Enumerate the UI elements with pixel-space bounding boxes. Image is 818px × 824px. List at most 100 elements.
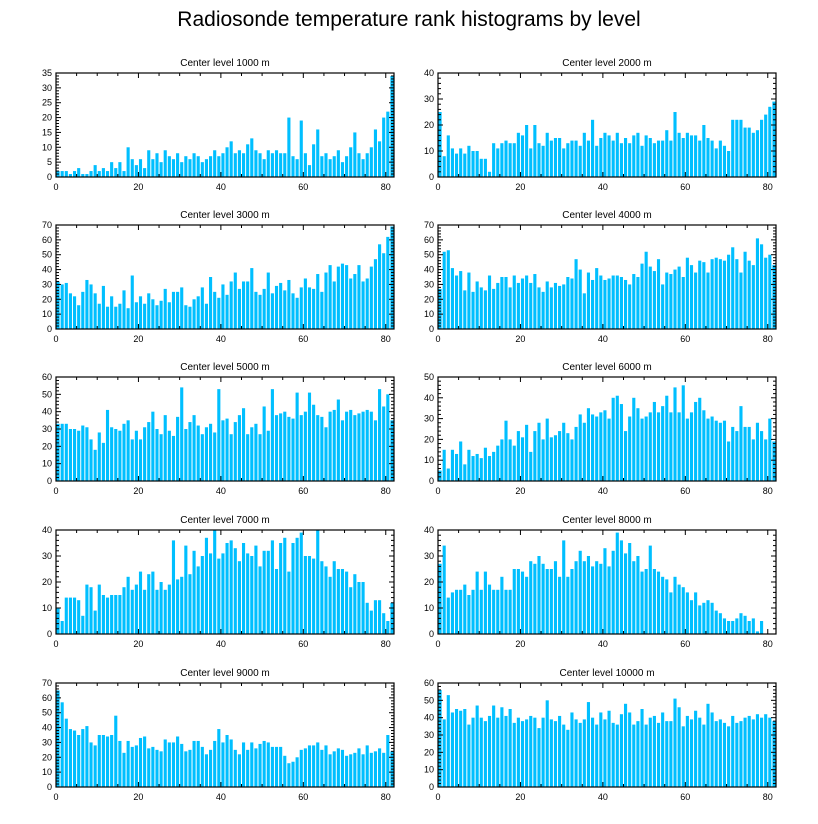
y-tick-label: 20 bbox=[424, 120, 434, 130]
bar bbox=[450, 592, 454, 634]
bar bbox=[303, 748, 307, 787]
x-tick-label: 80 bbox=[763, 639, 773, 649]
panel-title: Center level 10000 m bbox=[559, 668, 654, 679]
bar bbox=[200, 434, 204, 481]
bar bbox=[648, 266, 652, 329]
bar bbox=[516, 132, 520, 177]
bar bbox=[661, 576, 665, 634]
bar bbox=[274, 285, 279, 329]
bar bbox=[525, 424, 529, 481]
bar bbox=[636, 721, 640, 787]
bar bbox=[97, 735, 101, 787]
bar bbox=[369, 411, 373, 481]
bar bbox=[603, 279, 607, 329]
bar bbox=[176, 153, 180, 177]
bar bbox=[735, 259, 739, 329]
bar bbox=[591, 414, 595, 481]
bar bbox=[270, 293, 274, 329]
bar bbox=[512, 445, 516, 481]
bar bbox=[611, 275, 615, 329]
bar bbox=[611, 140, 615, 177]
plot-frame bbox=[55, 72, 395, 178]
bar bbox=[147, 293, 151, 329]
bar bbox=[386, 621, 390, 634]
bar bbox=[595, 561, 599, 634]
bar bbox=[508, 287, 512, 329]
x-tick-label: 0 bbox=[435, 792, 440, 802]
bar bbox=[283, 290, 287, 329]
bar bbox=[751, 439, 755, 481]
bar bbox=[454, 153, 459, 177]
bar bbox=[500, 143, 504, 177]
bar bbox=[126, 147, 130, 177]
bar bbox=[677, 132, 681, 177]
bar bbox=[558, 138, 562, 177]
bar bbox=[233, 749, 237, 787]
bar bbox=[163, 739, 167, 787]
bar bbox=[446, 695, 450, 787]
bar bbox=[155, 305, 159, 329]
x-tick-label: 80 bbox=[763, 486, 773, 496]
bar bbox=[549, 437, 553, 481]
bar bbox=[500, 277, 504, 329]
bar bbox=[72, 730, 77, 787]
bar bbox=[718, 613, 722, 634]
bar bbox=[283, 411, 287, 481]
bar bbox=[743, 127, 747, 177]
bar bbox=[56, 690, 60, 787]
bar bbox=[764, 257, 768, 329]
bar bbox=[262, 159, 266, 177]
bar bbox=[549, 140, 553, 177]
bar bbox=[636, 277, 640, 329]
bar bbox=[508, 589, 512, 634]
bar bbox=[155, 749, 159, 787]
bar bbox=[114, 429, 118, 481]
bar bbox=[196, 296, 200, 329]
bar bbox=[147, 748, 151, 787]
bar bbox=[68, 293, 72, 329]
bar bbox=[365, 278, 369, 329]
bar bbox=[114, 168, 118, 177]
x-tick-label: 80 bbox=[381, 792, 391, 802]
plot-frame bbox=[437, 376, 777, 482]
bar bbox=[718, 140, 722, 177]
bar bbox=[369, 266, 373, 329]
bar bbox=[204, 159, 209, 177]
bar bbox=[677, 412, 681, 481]
y-tick-label: 50 bbox=[42, 389, 52, 399]
bar bbox=[743, 717, 747, 787]
bar bbox=[266, 150, 270, 177]
bar bbox=[529, 282, 533, 329]
bar bbox=[151, 571, 155, 634]
bar bbox=[114, 306, 118, 329]
x-tick-label: 60 bbox=[680, 792, 690, 802]
bar bbox=[147, 574, 151, 634]
bar bbox=[159, 162, 163, 177]
bar bbox=[213, 291, 217, 329]
bar bbox=[266, 272, 270, 329]
bar bbox=[619, 404, 623, 481]
bar bbox=[739, 406, 743, 481]
bar bbox=[196, 425, 200, 481]
x-tick-label: 40 bbox=[216, 486, 226, 496]
bar bbox=[209, 277, 213, 329]
bar bbox=[270, 389, 274, 481]
bar bbox=[217, 729, 221, 787]
bar bbox=[118, 303, 122, 329]
bar bbox=[611, 397, 615, 481]
bar bbox=[110, 427, 114, 481]
bar bbox=[237, 150, 241, 177]
bar bbox=[558, 576, 562, 634]
bar bbox=[274, 569, 279, 634]
bar bbox=[512, 569, 516, 634]
bar bbox=[623, 553, 628, 634]
bar bbox=[714, 148, 718, 177]
bar bbox=[727, 254, 731, 329]
y-tick-label: 30 bbox=[424, 551, 434, 561]
panel-8: Center level 8000 m 0 20 40 60 80 0 10 20 30 40 bbox=[424, 515, 777, 649]
panel-title: Center level 6000 m bbox=[562, 362, 652, 373]
x-tick-label: 40 bbox=[598, 334, 608, 344]
bar bbox=[324, 566, 328, 634]
bar bbox=[167, 156, 171, 177]
bar bbox=[706, 272, 710, 329]
